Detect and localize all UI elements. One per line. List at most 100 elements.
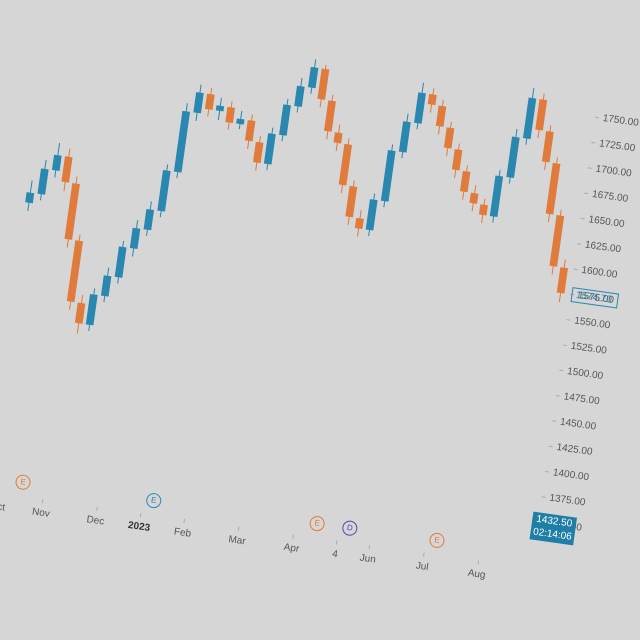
y-tick	[545, 470, 550, 473]
candle-body	[279, 104, 291, 136]
candle-body	[549, 215, 565, 267]
candle-body	[204, 93, 215, 110]
y-tick	[555, 395, 560, 397]
x-tick-label: Jun	[359, 553, 376, 566]
candle-body	[307, 66, 319, 89]
x-tick	[368, 545, 371, 550]
y-tick-label: 1450.00	[559, 417, 597, 433]
candle-body	[541, 130, 554, 163]
candle-body	[100, 275, 112, 297]
candle-body	[522, 97, 537, 140]
candle-body	[489, 175, 504, 218]
x-tick	[237, 526, 240, 531]
y-tick-label: 1550.00	[574, 315, 612, 331]
y-tick-label: 1400.00	[552, 467, 590, 483]
y-tick	[548, 445, 553, 448]
candle-body	[37, 168, 49, 195]
candle-body	[443, 127, 455, 149]
y-tick-label: 1600.00	[581, 265, 619, 281]
candle-body	[263, 133, 276, 165]
candle-body	[74, 302, 86, 324]
x-tick-label: Nov	[31, 506, 50, 519]
candle-body	[61, 156, 73, 183]
price-box-price: 1432.50	[536, 514, 574, 530]
event-marker	[429, 532, 445, 548]
candle-body	[459, 170, 471, 193]
candle-body	[435, 105, 447, 127]
x-tick	[139, 512, 142, 517]
candle-body	[294, 85, 305, 107]
y-tick	[580, 217, 585, 220]
last-price-label: 1574.70	[575, 290, 613, 306]
candle-body	[66, 240, 83, 303]
x-tick	[183, 519, 185, 524]
candle-body	[451, 149, 463, 171]
x-tick-label: Dec	[86, 514, 105, 527]
y-tick	[573, 268, 578, 271]
y-tick-label: 1500.00	[566, 366, 604, 382]
candle-body	[129, 227, 141, 250]
candle-body	[333, 132, 343, 144]
candle-body	[252, 141, 264, 164]
candle-body	[414, 92, 426, 124]
y-tick-label: 1625.00	[584, 240, 622, 256]
y-tick-label: 1525.00	[570, 341, 608, 357]
candle-body	[427, 93, 437, 106]
y-tick	[584, 192, 589, 195]
x-tick	[477, 560, 480, 565]
x-tick	[335, 540, 338, 545]
y-tick-label: 1700.00	[595, 164, 633, 180]
event-marker	[15, 474, 31, 490]
y-tick-label: 1425.00	[556, 442, 594, 458]
x-tick	[423, 552, 425, 557]
candle-body	[114, 246, 127, 278]
x-tick-label: Oct	[0, 501, 6, 514]
y-tick-label: 1725.00	[598, 138, 636, 154]
chart-body: H1432.66 L1413.66 C1432.50 +11.90 (+0.84…	[0, 59, 640, 581]
x-tick-label: 4	[331, 549, 338, 561]
candle-body	[143, 208, 155, 231]
x-tick	[292, 534, 294, 539]
y-tick-label: 1475.00	[563, 391, 601, 407]
candle-body	[398, 121, 411, 153]
y-tick	[566, 319, 571, 321]
candle-body	[338, 143, 353, 186]
x-tick-label: Jul	[415, 560, 429, 573]
y-tick	[559, 369, 564, 372]
candle-body	[545, 162, 561, 215]
candle-body	[236, 118, 245, 125]
candle-body	[215, 105, 225, 112]
y-tick-label: 1675.00	[591, 189, 629, 205]
candle-body	[506, 136, 520, 179]
candle-body	[85, 293, 98, 326]
y-tick-label: 1375.00	[549, 493, 587, 509]
candle-body	[64, 183, 80, 240]
candle-body	[469, 192, 479, 204]
y-tick	[591, 141, 596, 144]
candle-body	[478, 204, 488, 216]
candle-body	[51, 154, 62, 171]
event-marker-label: E	[20, 477, 27, 487]
x-tick-label: Aug	[467, 568, 486, 581]
candle-body	[380, 150, 396, 202]
event-marker-label: E	[314, 518, 321, 528]
last-price-box	[570, 287, 620, 309]
y-tick-label: 1750.00	[602, 113, 640, 129]
price-box	[529, 511, 577, 546]
y-tick-label: 1650.00	[588, 214, 626, 230]
candle-body	[193, 92, 204, 114]
candle-body	[345, 185, 358, 218]
event-marker-label: E	[151, 495, 158, 505]
event-marker	[342, 520, 358, 536]
event-marker-label: E	[434, 535, 441, 545]
event-marker-label: D	[346, 523, 353, 533]
x-tick	[41, 499, 44, 504]
y-tick	[577, 243, 582, 245]
y-tick-label: 1575.00	[577, 290, 615, 306]
x-tick-label: 2023	[127, 520, 151, 534]
candle-body	[225, 106, 236, 124]
y-tick	[587, 167, 592, 169]
candle-body	[25, 192, 35, 204]
